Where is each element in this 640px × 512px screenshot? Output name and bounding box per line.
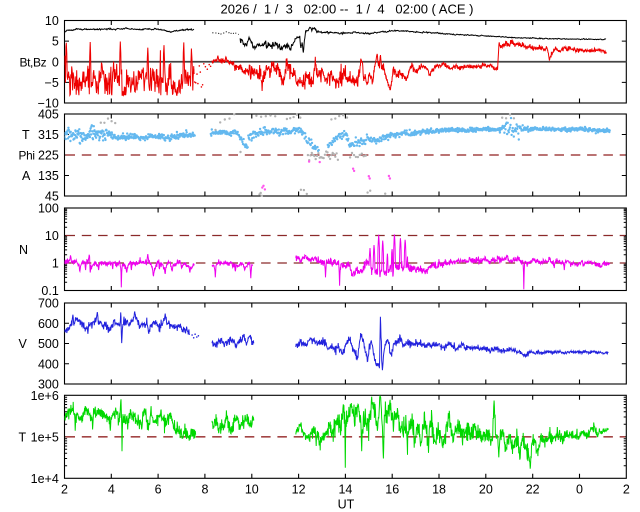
svg-text:−10: −10 [38,97,59,111]
svg-text:T: T [19,430,27,444]
svg-text:0: 0 [576,483,583,497]
svg-text:10: 10 [45,14,59,28]
svg-text:500: 500 [38,337,59,351]
svg-text:N: N [19,243,28,257]
svg-text:405: 405 [38,108,59,122]
svg-text:0: 0 [52,55,59,69]
svg-text:−5: −5 [45,76,59,90]
svg-text:18: 18 [432,483,446,497]
svg-text:Phi: Phi [19,149,35,163]
svg-text:1: 1 [52,257,59,271]
svg-text:225: 225 [38,149,59,163]
svg-text:8: 8 [201,483,208,497]
svg-text:12: 12 [292,483,306,497]
svg-text:0.1: 0.1 [41,284,58,298]
svg-text:100: 100 [38,202,59,216]
svg-text:10: 10 [245,483,259,497]
svg-text:700: 700 [38,297,59,311]
svg-text:V: V [19,337,28,351]
svg-text:5: 5 [52,35,59,49]
svg-text:2: 2 [61,483,68,497]
svg-text:T: T [22,128,30,142]
svg-text:1e+4: 1e+4 [31,472,59,486]
svg-text:135: 135 [38,169,59,183]
svg-text:A: A [22,169,31,183]
svg-text:2: 2 [623,483,630,497]
svg-text:600: 600 [38,317,59,331]
svg-text:1e+6: 1e+6 [31,389,59,403]
svg-text:2026 / 1 / 3 02:00 -- 1 /: 2026 / 1 / 3 02:00 -- 1 / 4 02:00 ( ACE … [221,2,474,17]
svg-text:UT: UT [338,498,355,512]
svg-text:6: 6 [155,483,162,497]
svg-text:14: 14 [338,483,352,497]
svg-text:20: 20 [479,483,493,497]
svg-text:300: 300 [38,378,59,392]
svg-text:10: 10 [45,229,59,243]
svg-text:315: 315 [38,128,59,142]
svg-text:1e+5: 1e+5 [31,430,59,444]
svg-text:16: 16 [385,483,399,497]
svg-text:Bt,Bz: Bt,Bz [20,55,47,69]
svg-text:22: 22 [526,483,540,497]
svg-text:45: 45 [45,190,59,204]
svg-text:400: 400 [38,357,59,371]
svg-text:4: 4 [108,483,115,497]
